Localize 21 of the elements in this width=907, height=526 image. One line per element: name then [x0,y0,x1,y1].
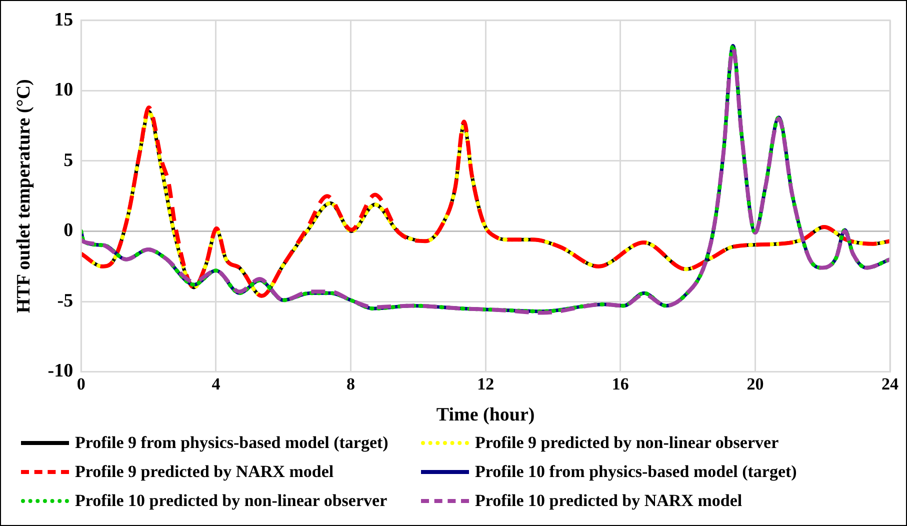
y-axis-title: HTF outlet temperature (°C) [13,79,34,314]
x-tick-label: 4 [212,374,221,394]
legend-label: Profile 9 predicted by non-linear observer [475,433,779,453]
legend-label: Profile 9 predicted by NARX model [75,462,334,482]
y-tick-label: 0 [64,220,74,242]
x-tick-label: 24 [882,374,899,394]
y-tick-label: -10 [48,360,74,382]
legend-label: Profile 9 from physics-based model (target) [75,433,388,453]
y-tick-label: 15 [54,9,74,30]
y-tick-label: 10 [54,80,74,101]
x-axis-title: Time (hour) [436,404,535,426]
y-tick-label: 5 [64,150,74,171]
x-tick-label: 16 [612,374,629,394]
x-tick-label: 8 [346,374,355,394]
x-tick-label: 12 [477,374,494,394]
x-tick-label: 20 [746,374,764,394]
legend-label: Profile 10 predicted by NARX model [475,491,742,511]
legend-label: Profile 10 from physics-based model (target) [475,462,797,482]
legend-label: Profile 10 predicted by non-linear observer [75,491,388,511]
x-tick-label: 0 [76,374,86,394]
y-tick-label: -5 [57,290,74,312]
